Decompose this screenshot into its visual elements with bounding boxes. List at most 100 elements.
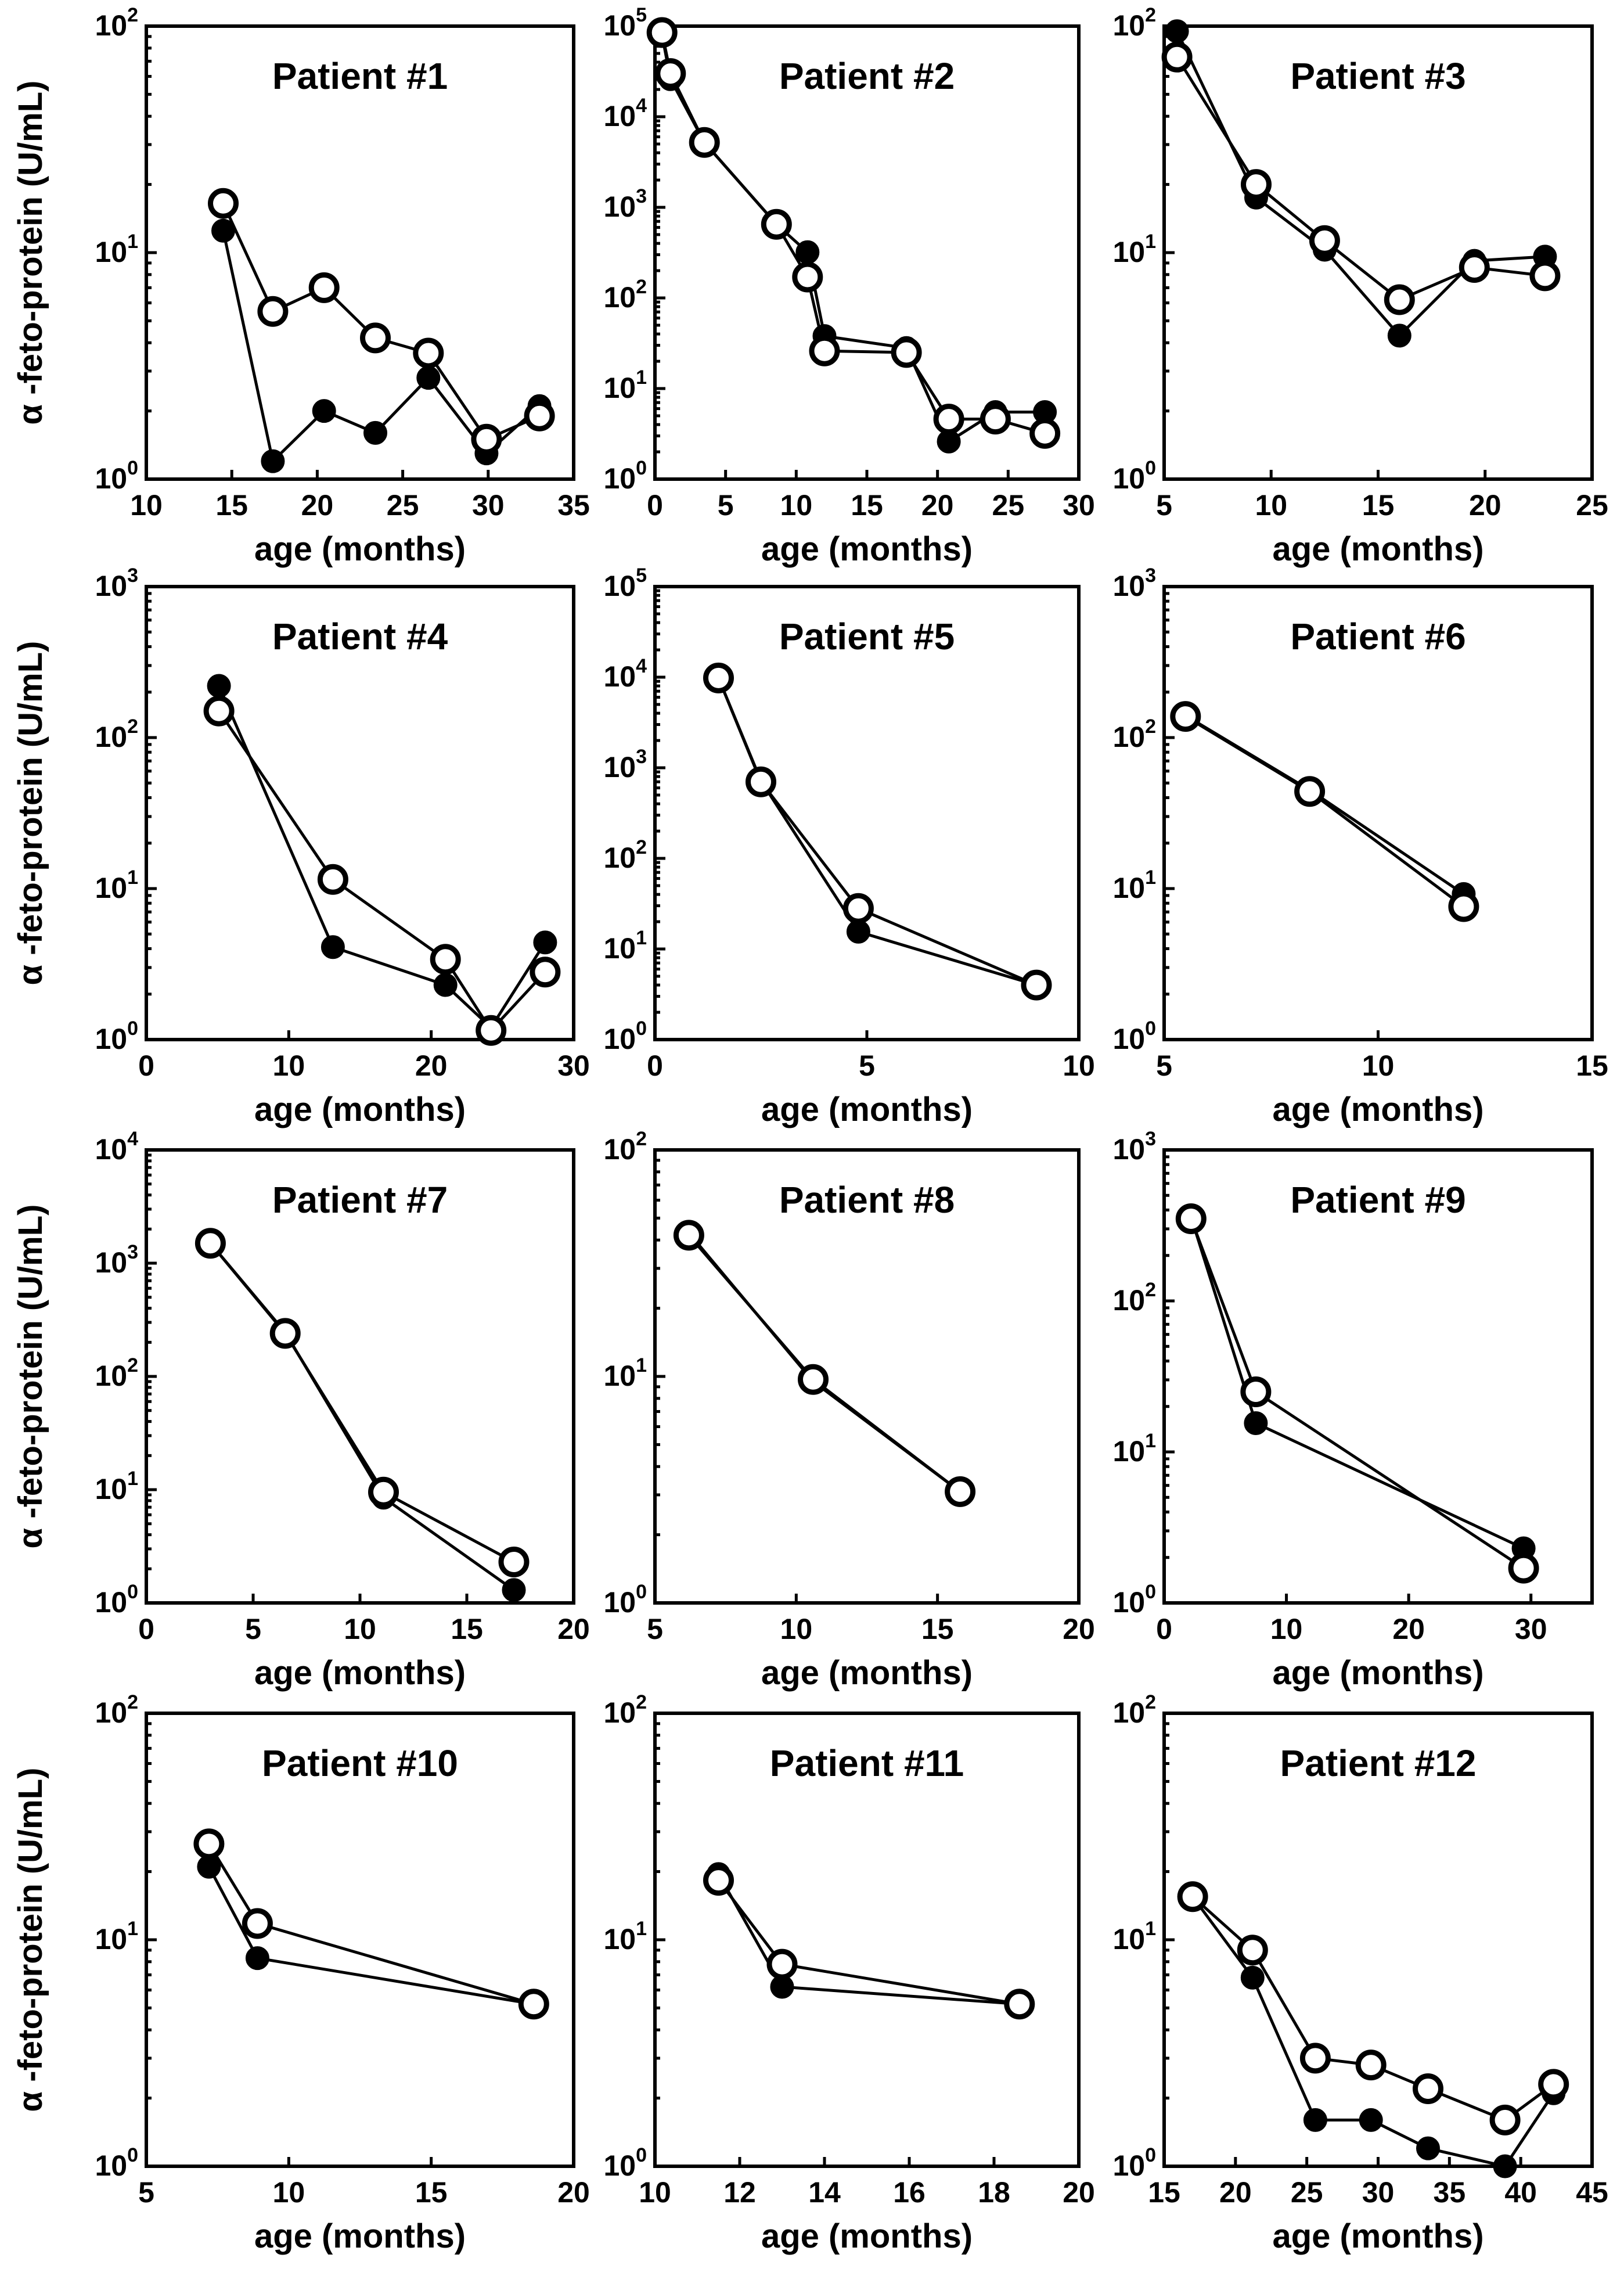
x-tick-label: 0	[647, 1049, 663, 1082]
series-line-open	[1191, 1895, 1555, 2122]
data-point-open	[933, 404, 964, 435]
y-tick-label: 102	[603, 836, 647, 874]
y-tick-label: 100	[95, 457, 138, 495]
x-tick-label: 5	[859, 1049, 875, 1082]
x-tick-label: 10	[1063, 1049, 1095, 1082]
data-point-open	[1489, 2104, 1521, 2135]
x-tick-label: 15	[1576, 1049, 1608, 1082]
data-point-open	[1240, 1376, 1272, 1407]
data-point-open	[1161, 41, 1193, 73]
x-tick-label: 25	[387, 489, 419, 522]
data-point-filled	[312, 399, 336, 423]
data-point-open	[655, 58, 686, 89]
panel-12: 15 20 25 30 35 40 45 100 101 102 Patient #12 age (m…	[1112, 1691, 1608, 2255]
x-axis-label: age (months)	[761, 1091, 973, 1128]
x-tick-label: 0	[1156, 1613, 1172, 1645]
y-tick-label: 104	[603, 95, 647, 132]
data-point-open	[1170, 701, 1201, 732]
panel-title: Patient #1	[272, 55, 448, 97]
x-tick-label: 30	[1063, 489, 1095, 522]
data-point-open	[269, 1318, 301, 1349]
x-tick-label: 18	[978, 2176, 1010, 2209]
data-point-filled	[245, 1946, 269, 1971]
x-tick-label: 15	[451, 1613, 483, 1645]
data-point-filled	[795, 240, 820, 264]
x-tick-label: 5	[138, 2176, 154, 2209]
data-point-filled	[1240, 1965, 1265, 1990]
data-point-open	[471, 423, 502, 455]
y-tick-label: 100	[95, 2144, 138, 2182]
x-tick-label: 0	[138, 1613, 154, 1645]
x-tick-label: 10	[1362, 1049, 1395, 1082]
data-point-open	[792, 261, 823, 293]
x-tick-label: 5	[1156, 489, 1172, 522]
y-tick-label: 100	[1112, 2144, 1156, 2182]
series-line-filled	[717, 677, 1037, 987]
series-line-filled	[1189, 1216, 1525, 1550]
y-tick-label: 101	[603, 1354, 647, 1392]
panel-3: 5 10 15 20 25 100 101 102 Patient #3 age (months)	[1112, 4, 1608, 568]
x-tick-label: 25	[1576, 489, 1608, 522]
data-point-filled	[846, 919, 870, 944]
y-tick-label: 103	[1112, 565, 1156, 602]
y-tick-label: 101	[95, 231, 138, 268]
data-point-open	[891, 337, 922, 368]
x-tick-label: 10	[1270, 1613, 1303, 1645]
data-point-open	[1237, 1935, 1268, 1966]
data-point-open	[980, 404, 1011, 435]
panel-7: 0 5 10 15 20 100 101 102 103 104 Patient #7 age (mo…	[12, 1128, 590, 1692]
x-axis-label: age (months)	[1272, 530, 1483, 568]
data-point-open	[195, 1228, 226, 1259]
x-tick-label: 0	[647, 489, 663, 522]
x-tick-label: 20	[921, 489, 954, 522]
data-point-open	[1459, 252, 1490, 283]
x-tick-label: 10	[273, 2176, 305, 2209]
data-point-filled	[433, 973, 458, 997]
data-point-open	[257, 296, 289, 327]
plot-frame	[1162, 1148, 1594, 1605]
panel-4: 0 10 20 30 100 101 102 103 Patient #4 age (months…	[12, 565, 590, 1128]
y-tick-label: 103	[603, 746, 647, 783]
data-point-open	[703, 662, 734, 693]
y-axis-label: α -feto-protein (U/mL)	[12, 81, 49, 425]
data-point-filled	[1359, 2108, 1383, 2132]
panel-title: Patient #9	[1290, 1179, 1465, 1221]
x-tick-label: 20	[415, 1049, 448, 1082]
data-point-open	[1448, 891, 1479, 922]
panel-title: Patient #5	[779, 616, 955, 657]
data-point-filled	[1303, 2108, 1327, 2132]
x-tick-label: 10	[639, 2176, 671, 2209]
panel-9: 0 10 20 30 100 101 102 103 Patient #9 age (months…	[1112, 1128, 1594, 1692]
x-tick-label: 10	[780, 1613, 813, 1645]
x-tick-label: 16	[893, 2176, 926, 2209]
data-point-open	[945, 1476, 976, 1507]
y-tick-label: 103	[95, 565, 138, 602]
series-line-open	[218, 710, 546, 1033]
data-point-open	[1508, 1552, 1539, 1584]
data-point-open	[1294, 776, 1326, 807]
panel-10: 5 10 15 20 100 101 102 Patient #10 age (months) α…	[12, 1691, 590, 2255]
x-axis-label: age (months)	[1272, 1654, 1483, 1692]
panel-title: Patient #7	[272, 1179, 448, 1221]
y-axis-label: α -feto-protein (U/mL)	[12, 641, 49, 986]
data-point-open	[242, 1908, 273, 1939]
y-axis-label: α -feto-protein (U/mL)	[12, 1205, 49, 1549]
data-point-open	[1413, 2073, 1443, 2104]
x-tick-label: 10	[273, 1049, 305, 1082]
data-point-filled	[261, 449, 285, 473]
data-point-open	[1241, 169, 1272, 200]
panel-title: Patient #2	[779, 55, 955, 97]
y-tick-label: 100	[603, 2144, 647, 2182]
panel-5: 0 5 10 100 101 102 103 104 105 Patient #5 age (mon…	[603, 565, 1094, 1128]
x-tick-label: 30	[472, 489, 505, 522]
y-tick-label: 102	[603, 276, 647, 314]
x-axis-label: age (months)	[1272, 1091, 1483, 1128]
series-line-filled	[687, 1232, 962, 1493]
x-tick-label: 10	[130, 489, 163, 522]
x-tick-label: 20	[557, 2176, 590, 2209]
data-point-open	[530, 957, 561, 988]
y-tick-label: 103	[603, 185, 647, 223]
x-tick-label: 30	[557, 1049, 590, 1082]
data-point-filled	[416, 366, 441, 390]
